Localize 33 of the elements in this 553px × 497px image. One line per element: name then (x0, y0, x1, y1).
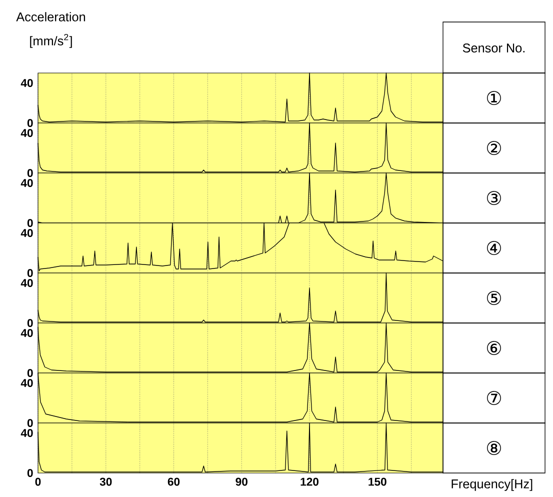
y-tick-label: 40 (20, 379, 33, 388)
y-tick-label: 0 (27, 119, 33, 128)
x-tick-label: 60 (168, 478, 180, 486)
text: ⑧ (487, 441, 501, 455)
y-tick-label: 40 (20, 79, 33, 88)
x-tick-label: 0 (35, 478, 41, 486)
y-tick-label: 40 (20, 429, 33, 438)
x-tick-label: 30 (100, 478, 112, 486)
y-tick-label: 40 (20, 229, 33, 238)
y-tick-label: 0 (27, 369, 33, 378)
x-axis-title: Frequency[Hz] (452, 479, 532, 491)
y-tick-label: 40 (20, 129, 33, 138)
y-tick-label: 40 (20, 329, 33, 338)
text: ③ (487, 191, 501, 205)
text: ⑦ (487, 391, 501, 405)
y-axis-title: Acceleration [mm/s$^{2}$] (16, 12, 86, 48)
y-tick-label: 0 (27, 469, 33, 478)
text: ⑥ (487, 341, 501, 355)
text: ④ (487, 241, 501, 255)
x-tick-label: 90 (236, 478, 248, 486)
text: ① (487, 91, 501, 105)
text: ⑤ (487, 291, 501, 305)
text: ② (487, 141, 501, 155)
y-tick-label: 0 (27, 419, 33, 428)
x-tick-label: 120 (300, 478, 318, 486)
x-tick-label: 150 (368, 478, 386, 486)
y-tick-label: 40 (20, 279, 33, 288)
y-tick-label: 0 (27, 269, 33, 278)
y-tick-label: 40 (20, 179, 33, 188)
y-tick-label: 0 (27, 319, 33, 328)
legend-title: Sensor No. (462, 44, 524, 52)
y-tick-label: 0 (27, 169, 33, 178)
y-tick-label: 0 (27, 219, 33, 228)
